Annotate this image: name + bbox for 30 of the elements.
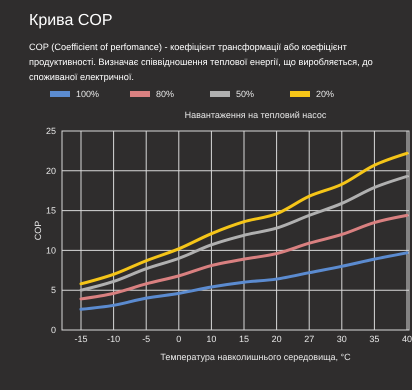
line-series (80, 214, 408, 300)
x-tick-label: 0 (176, 334, 182, 344)
x-tick-label: 35 (369, 334, 380, 344)
y-tick-label: 25 (46, 126, 56, 136)
x-tick-label: 27 (304, 334, 314, 344)
x-tick-label: -10 (107, 334, 120, 344)
legend-label: 100% (76, 89, 100, 99)
chart-subtitle: COP (Coefficient of perfomance) - коефіцієнт трансформації або коефіцієнт продуктивності. Визначає співвідношення теплової енергії, що виробляється, до споживаної електричної. (29, 41, 374, 84)
x-tick-label: 30 (336, 334, 347, 344)
legend-label: 80% (156, 89, 174, 99)
legend-title: Навантаження на тепловий насос (184, 110, 327, 120)
x-tick-label: 40 (402, 334, 412, 344)
legend-label: 20% (316, 89, 334, 99)
chart-title: Крива COP (29, 12, 112, 30)
x-tick-label: 15 (238, 334, 250, 344)
y-tick-label: 10 (46, 245, 56, 256)
y-tick-label: 5 (50, 285, 56, 296)
x-tick-label: 20 (272, 334, 282, 344)
legend-label: 50% (236, 89, 254, 99)
y-tick-label: 0 (50, 325, 56, 335)
y-axis-title: COP (33, 220, 43, 240)
y-tick-label: 20 (46, 166, 56, 176)
x-axis-title: Температура навколишнього середовища, °C (160, 352, 352, 362)
y-tick-label: 15 (46, 206, 56, 216)
x-tick-label: 10 (206, 334, 216, 344)
line-series (80, 152, 408, 286)
line-series (80, 251, 408, 311)
line-series (80, 174, 408, 292)
x-tick-label: -15 (74, 334, 88, 344)
x-tick-label: -5 (142, 334, 150, 344)
